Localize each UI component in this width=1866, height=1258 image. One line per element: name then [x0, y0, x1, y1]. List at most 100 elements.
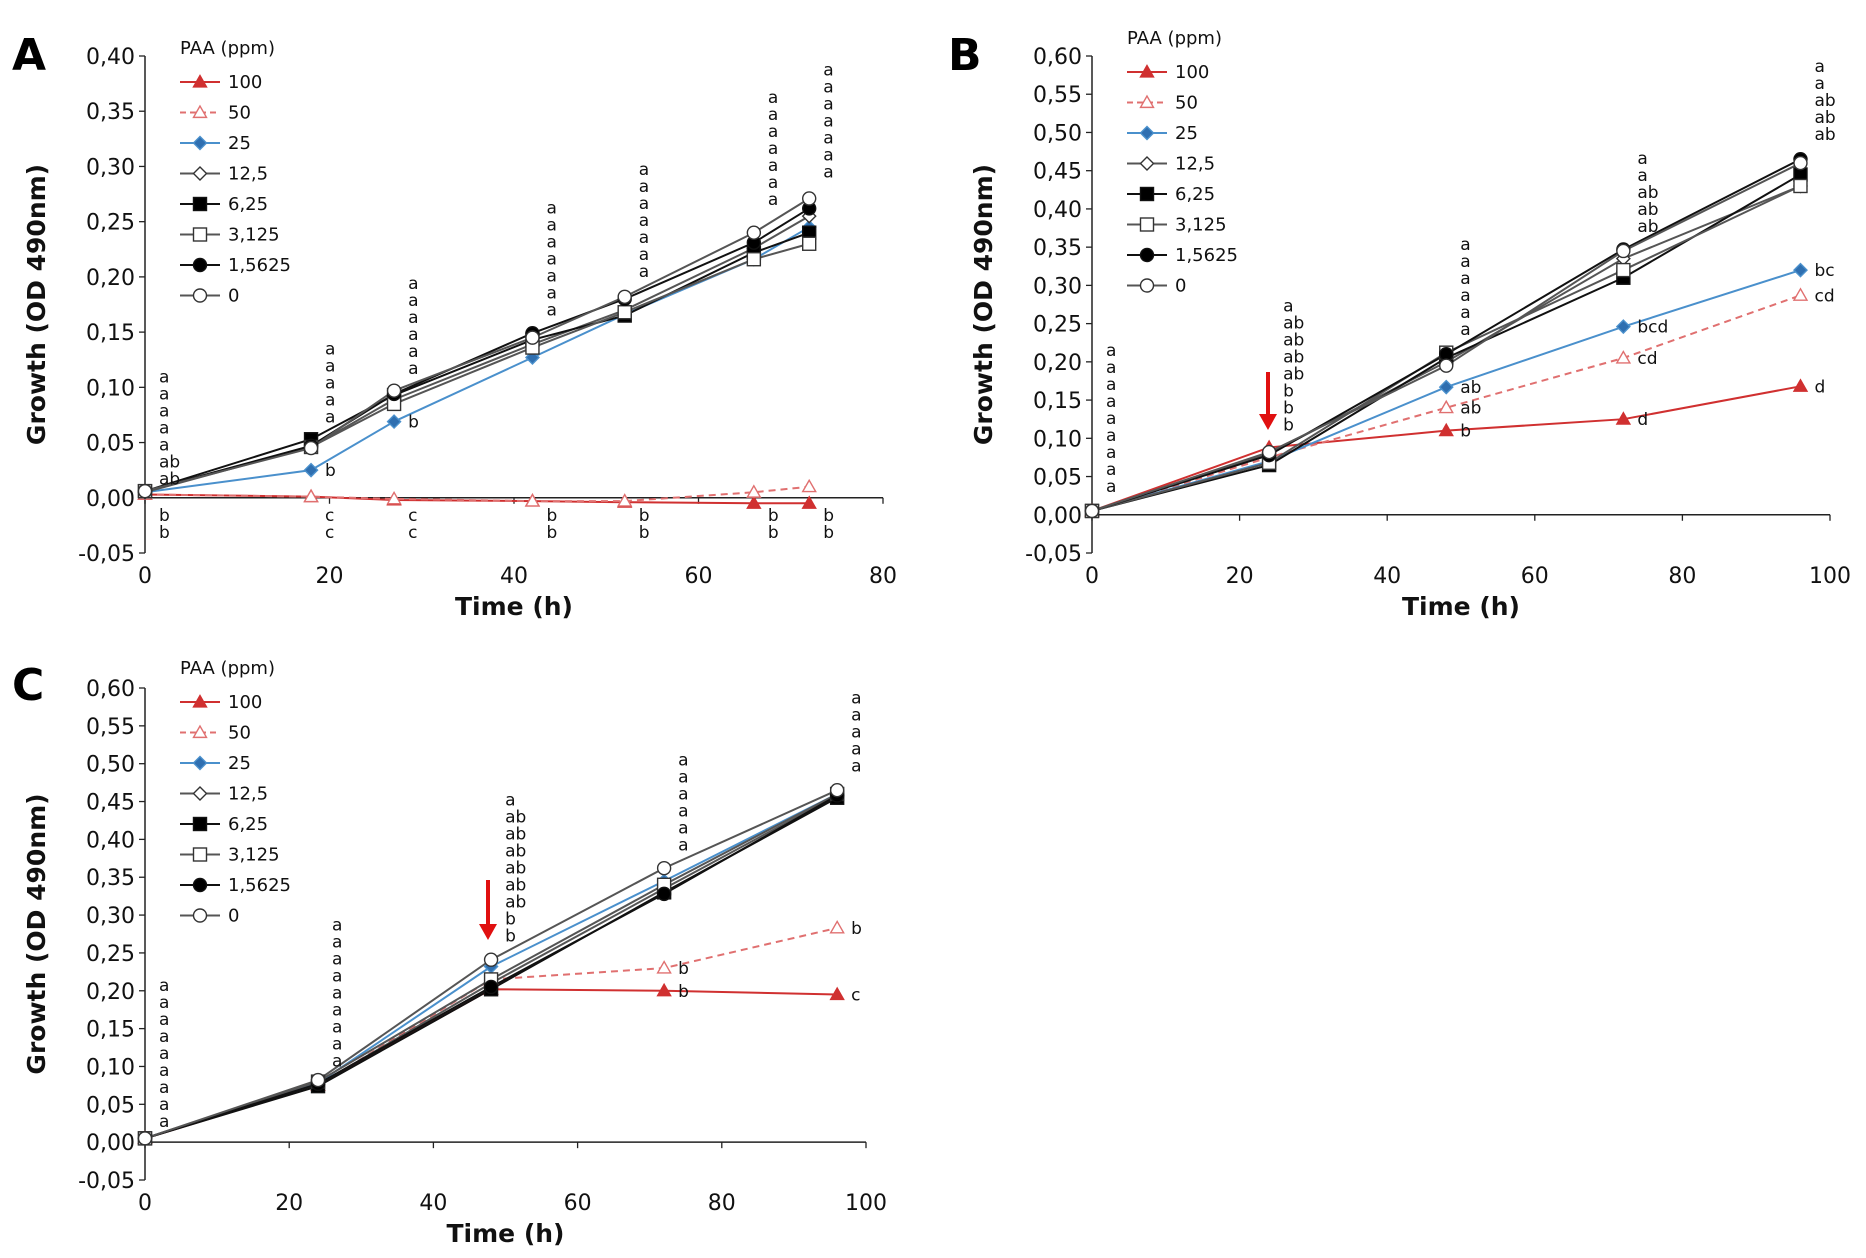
legend-entry: 3,125	[228, 845, 280, 866]
x-tick-label: 40	[419, 1191, 447, 1216]
data-point-50	[1615, 350, 1632, 364]
y-axis-label: Growth (OD 490nm)	[969, 164, 998, 445]
legend-entry: 12,5	[1175, 154, 1215, 175]
y-tick-label: -0,05	[78, 542, 135, 567]
significance-letter: a	[159, 1044, 169, 1064]
significance-letter: a	[1460, 303, 1470, 323]
legend: PAA (ppm) 100 50 25 12,5 6,25 3,125 1,5625 0	[180, 38, 291, 307]
y-tick-label: 0,00	[1033, 504, 1082, 529]
series-line-3-125	[144, 242, 810, 493]
significance-letter: a	[1106, 341, 1116, 361]
significance-letter: a	[851, 688, 861, 708]
significance-letter: a	[823, 111, 833, 131]
significance-letter: a	[408, 308, 418, 328]
significance-letter: ab	[1814, 125, 1835, 145]
significance-letter: a	[159, 402, 169, 422]
significance-letter: a	[1460, 286, 1470, 306]
significance-letter: a	[1283, 297, 1293, 317]
significance-letter: b	[325, 461, 336, 481]
significance-letter: a	[325, 408, 335, 428]
data-point-25	[1792, 262, 1808, 278]
significance-letter: ab	[1460, 378, 1481, 398]
significance-letter: a	[678, 785, 688, 805]
significance-letter: a	[1460, 235, 1470, 255]
significance-letter: a	[546, 199, 556, 219]
significance-letter: c	[325, 506, 334, 526]
significance-letter: a	[1460, 320, 1470, 340]
data-point-0	[617, 289, 632, 304]
significance-letter: a	[159, 368, 169, 388]
legend-entry: 25	[1175, 123, 1198, 144]
legend-marker	[1139, 156, 1155, 171]
chart-panel-c: C -0,05 0,00 0,05 0,10 0,15 0,20 0,25 0,30 0,35 0,…	[12, 658, 887, 1248]
data-point-0	[1084, 503, 1100, 519]
legend-entry: 1,5625	[1175, 245, 1238, 266]
significance-letter: a	[1814, 74, 1824, 94]
legend-marker	[192, 816, 208, 832]
significance-letter: b	[639, 523, 650, 543]
legend-marker	[192, 196, 208, 212]
data-point-25	[386, 414, 402, 430]
significance-letter: a	[639, 245, 649, 265]
legend-marker	[192, 724, 208, 739]
legend-title: PAA (ppm)	[180, 38, 275, 59]
legend-entry: 12,5	[228, 164, 268, 185]
significance-letter: b	[546, 506, 557, 526]
significance-letter: a	[159, 976, 169, 996]
legend-marker	[192, 166, 208, 181]
x-tick-label: 100	[1809, 564, 1851, 589]
significance-letter: a	[639, 262, 649, 282]
significance-letter: a	[546, 233, 556, 253]
significance-letter: a	[1106, 477, 1116, 497]
significance-letter: ab	[1814, 91, 1835, 111]
significance-letter: b	[505, 927, 516, 947]
significance-letter: b	[1283, 399, 1294, 419]
x-tick-label: 80	[869, 564, 897, 589]
x-axis-label: Time (h)	[1402, 592, 1520, 621]
legend-marker	[192, 104, 208, 119]
data-point-100	[1615, 411, 1632, 425]
legend-marker	[1139, 186, 1155, 202]
significance-letter: b	[408, 413, 419, 433]
significance-letter: a	[823, 162, 833, 182]
legend-marker	[192, 847, 208, 862]
significance-letter: ab	[1283, 314, 1304, 334]
x-axis-label: Time (h)	[447, 1219, 565, 1248]
y-tick-label: 0,55	[86, 715, 135, 740]
significance-letter: a	[159, 993, 169, 1013]
significance-letter: a	[1106, 443, 1116, 463]
legend-marker	[1139, 64, 1155, 78]
significance-letter: a	[1460, 252, 1470, 272]
legend-entry: 6,25	[1175, 184, 1215, 205]
y-tick-label: 0,20	[86, 980, 135, 1005]
significance-letter: ab	[1637, 217, 1658, 237]
chart-panel-a: A -0,05 0,00 0,05 0,10 0,15 0,20 0,25 0,30 0,35 0,…	[12, 30, 897, 621]
legend-entry: 25	[228, 753, 251, 774]
data-point-25	[303, 462, 319, 478]
y-tick-label: 0,45	[1033, 160, 1082, 185]
significance-letter: a	[332, 1017, 342, 1037]
significance-letter: a	[159, 1027, 169, 1047]
significance-letter: cd	[1814, 286, 1834, 306]
significance-letter: a	[639, 160, 649, 180]
y-tick-label: 0,10	[86, 1055, 135, 1080]
significance-letter: a	[332, 949, 342, 969]
significance-letter: a	[332, 1034, 342, 1054]
legend-entry: 50	[1175, 93, 1198, 114]
x-tick-label: 60	[685, 564, 713, 589]
significance-letter: ab	[159, 470, 180, 490]
significance-letter: ab	[505, 876, 526, 896]
y-tick-label: 0,40	[1033, 198, 1082, 223]
significance-letter: ab	[1637, 183, 1658, 203]
legend-entry: 50	[228, 103, 251, 124]
data-point-25	[1615, 319, 1631, 335]
legend-marker	[192, 288, 208, 303]
treatment-arrow-b-head	[1259, 414, 1277, 430]
x-tick-label: 20	[316, 564, 344, 589]
legend: PAA (ppm) 100 50 25 12,5 6,25 3,125 1,5625 0	[180, 658, 291, 927]
y-tick-label: 0,15	[86, 1018, 135, 1043]
data-point-3-125	[746, 252, 762, 267]
y-tick-label: -0,05	[78, 1169, 135, 1194]
data-point-0	[483, 952, 499, 967]
